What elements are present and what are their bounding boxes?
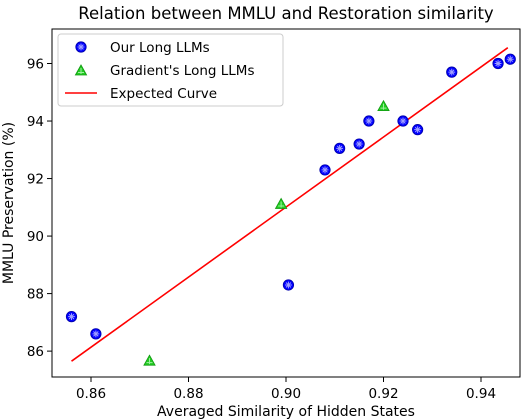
legend-label: Expected Curve <box>110 86 217 102</box>
point-hatch <box>92 330 100 338</box>
point-hatch <box>506 55 514 63</box>
expected-curve-line <box>71 47 509 362</box>
y-axis-label: MMLU Preservation (%) <box>1 122 17 284</box>
point-hatch <box>77 43 85 51</box>
x-axis: 0.86 0.88 0.90 0.92 0.94 <box>76 377 496 402</box>
point-our-long-llms <box>492 57 504 70</box>
point-our-long-llms <box>282 279 295 291</box>
point-our-long-llms <box>446 66 458 78</box>
point-hatch <box>414 126 422 134</box>
y-tick-label: 90 <box>27 229 44 245</box>
legend-marker-gradient-long-llms <box>74 64 88 76</box>
legend: Our Long LLMs Gradient's Long LLMs Expecte… <box>57 33 284 107</box>
x-tick-label: 0.86 <box>76 386 106 402</box>
point-hatch <box>399 117 407 125</box>
point-our-long-llms <box>504 53 516 65</box>
point-hatch <box>494 60 502 67</box>
chart-title: Relation between MMLU and Restoration si… <box>78 4 494 23</box>
x-tick-label: 0.94 <box>466 386 496 402</box>
point-our-long-llms <box>363 115 375 127</box>
point-hatch <box>336 144 344 152</box>
point-hatch <box>285 281 292 289</box>
x-tick-label: 0.88 <box>173 386 203 402</box>
point-gradient-long-llms <box>274 197 288 209</box>
point-hatch <box>278 201 285 208</box>
y-tick-label: 86 <box>27 344 44 360</box>
y-axis: 86 88 90 92 94 96 <box>27 57 52 360</box>
y-tick-label: 94 <box>27 114 44 130</box>
legend-box <box>57 33 284 107</box>
point-our-long-llms <box>397 115 409 127</box>
point-hatch <box>355 140 363 148</box>
point-hatch <box>78 68 84 74</box>
x-axis-label: Averaged Similarity of Hidden States <box>157 404 415 420</box>
point-gradient-long-llms <box>143 354 156 366</box>
legend-marker-our-long-llms <box>75 41 87 53</box>
point-hatch <box>146 358 153 365</box>
legend-label: Gradient's Long LLMs <box>110 63 254 79</box>
point-our-long-llms <box>353 138 365 150</box>
point-our-long-llms <box>319 164 331 176</box>
x-tick-label: 0.92 <box>368 386 398 402</box>
point-our-long-llms <box>412 124 424 136</box>
point-our-long-llms <box>90 328 102 340</box>
point-gradient-long-llms <box>377 99 390 112</box>
point-our-long-llms <box>65 311 78 323</box>
y-tick-label: 96 <box>27 57 44 73</box>
y-tick-label: 88 <box>27 287 44 303</box>
point-hatch <box>321 166 329 174</box>
y-tick-label: 92 <box>27 172 44 188</box>
x-tick-label: 0.90 <box>271 386 301 402</box>
point-hatch <box>365 117 373 125</box>
point-hatch <box>448 68 456 76</box>
point-hatch <box>380 103 387 110</box>
data-marks <box>65 47 516 366</box>
point-our-long-llms <box>334 142 346 154</box>
point-hatch <box>68 313 75 321</box>
legend-label: Our Long LLMs <box>110 40 210 56</box>
